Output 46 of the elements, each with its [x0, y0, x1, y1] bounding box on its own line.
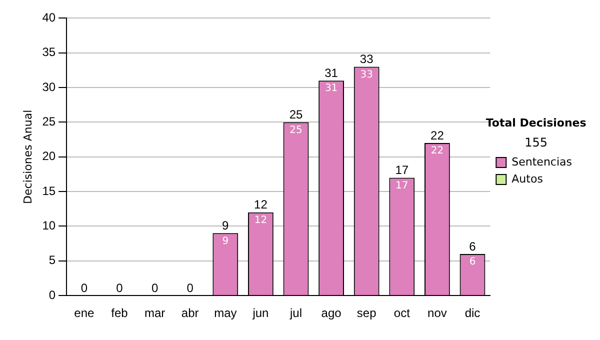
- y-tick-label: 25: [42, 114, 56, 129]
- total-label: 0: [151, 280, 158, 295]
- x-tick-label: jun: [252, 306, 269, 320]
- x-tick-label: jul: [288, 306, 302, 320]
- legend-label: Sentencias: [512, 155, 572, 168]
- y-tick-label: 5: [48, 253, 56, 268]
- total-label: 0: [116, 280, 124, 295]
- total-label: 12: [254, 198, 268, 212]
- x-tick-label: nov: [428, 306, 447, 320]
- x-tick-label: may: [214, 306, 237, 320]
- y-tick-label: 30: [42, 80, 56, 94]
- x-tick-label: feb: [111, 306, 128, 320]
- total-label: 31: [324, 66, 338, 80]
- y-tick-label: 10: [42, 218, 56, 233]
- y-tick-label: 35: [42, 45, 56, 60]
- total-label: 33: [360, 52, 374, 66]
- total-label: 25: [289, 108, 303, 122]
- data-label: 33: [360, 69, 373, 80]
- y-tick-label: 40: [42, 10, 56, 25]
- data-label: 25: [290, 124, 302, 136]
- y-tick-label: 20: [42, 149, 56, 164]
- total-label: 22: [430, 128, 444, 142]
- x-tick-label: sep: [356, 306, 377, 320]
- x-tick-label: mar: [144, 306, 166, 320]
- y-axis-title: Decisiones Anual: [21, 110, 34, 204]
- total-label: 0: [186, 280, 194, 295]
- legend-label: Autos: [512, 172, 544, 186]
- data-label: 6: [469, 256, 476, 268]
- x-tick-label: dic: [464, 306, 480, 320]
- total-label: 9: [222, 218, 230, 232]
- data-label: 17: [396, 180, 408, 192]
- total-label: 0: [80, 280, 88, 295]
- x-tick-label: oct: [394, 306, 411, 320]
- data-label: 31: [324, 83, 338, 94]
- x-tick-label: ago: [321, 306, 342, 320]
- data-label: 9: [222, 236, 229, 247]
- y-tick-label: 0: [48, 288, 56, 302]
- x-tick-label: ene: [74, 306, 95, 320]
- text: 155: [524, 136, 548, 150]
- y-tick-label: 15: [42, 184, 56, 198]
- data-label: 22: [430, 146, 444, 157]
- annotation: Total Decisiones: [486, 116, 587, 130]
- x-tick-label: abr: [181, 306, 199, 320]
- total-label: 17: [395, 163, 409, 178]
- total-label: 6: [469, 239, 476, 254]
- data-label: 12: [254, 214, 268, 226]
